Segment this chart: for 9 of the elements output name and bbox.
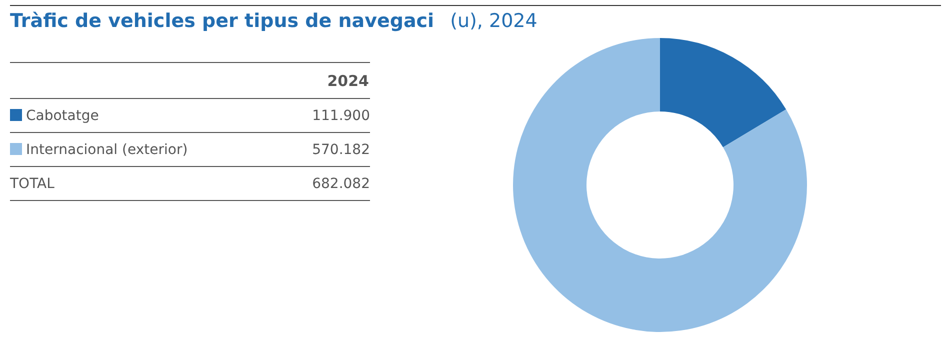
chart-title: Tràfic de vehicles per tipus de navegaci [10,10,434,32]
text: TOTAL [10,166,282,200]
legend-title: 2024 [282,62,370,98]
data-label: 111.900 [282,98,370,132]
legend-label: Cabotatge [10,98,282,132]
legend-label: Internacional (exterior) [10,132,282,166]
text: 682.082 [282,166,370,200]
data-label: 570.182 [282,132,370,166]
chart-subtitle: (u), 2024 [450,10,538,32]
